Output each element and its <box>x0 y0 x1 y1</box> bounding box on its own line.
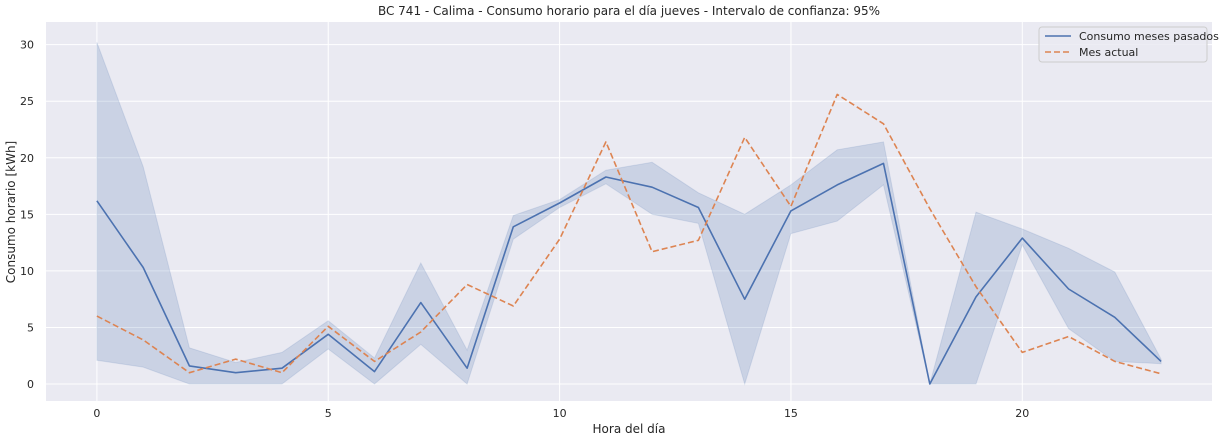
x-tick-label: 5 <box>325 407 332 420</box>
x-tick-label: 20 <box>1015 407 1029 420</box>
y-axis-label: Consumo horario [kWh] <box>4 141 18 283</box>
series-line-0 <box>96 162 1162 385</box>
y-tick-label: 20 <box>20 152 34 165</box>
x-axis-ticks: 0 5 10 15 20 <box>93 407 1029 420</box>
ci-band-0 <box>96 42 1162 386</box>
series-line-1 <box>96 93 1162 375</box>
y-axis-ticks: 0 5 10 15 20 25 30 <box>20 39 34 391</box>
plot-area <box>46 22 1212 401</box>
series-lines <box>96 93 1162 385</box>
chart-title: BC 741 - Calima - Consumo horario para e… <box>378 4 880 18</box>
x-tick-label: 0 <box>93 407 100 420</box>
y-tick-label: 5 <box>27 321 34 334</box>
y-tick-label: 10 <box>20 265 34 278</box>
y-tick-label: 0 <box>27 378 34 391</box>
x-tick-label: 10 <box>553 407 567 420</box>
y-tick-label: 30 <box>20 39 34 52</box>
legend-box <box>1038 26 1208 63</box>
y-tick-label: 15 <box>20 208 34 221</box>
legend-label-1: Mes actual <box>1079 46 1138 59</box>
confidence-bands <box>96 42 1162 386</box>
x-tick-label: 15 <box>784 407 798 420</box>
legend: Consumo meses pasados Mes actual <box>1038 26 1219 63</box>
x-axis-label: Hora del día <box>593 422 666 436</box>
y-tick-label: 25 <box>20 95 34 108</box>
legend-label-0: Consumo meses pasados <box>1079 30 1219 43</box>
gridlines <box>46 22 1212 401</box>
